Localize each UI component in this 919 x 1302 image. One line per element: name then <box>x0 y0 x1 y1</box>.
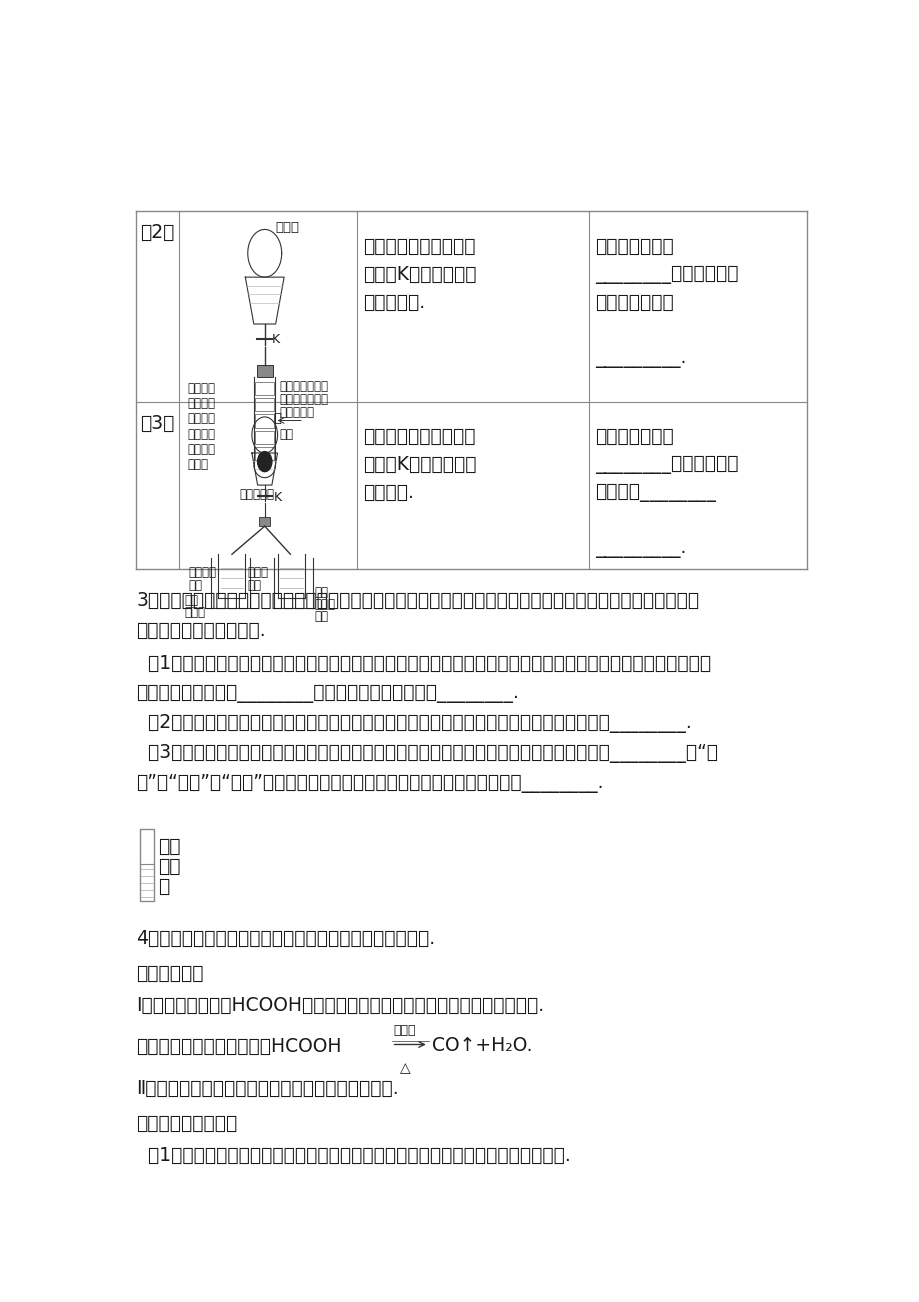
Bar <box>255 431 274 444</box>
Text: 的用紫色石蕊溦: 的用紫色石蕊溦 <box>278 393 328 406</box>
Text: 3．石灰水是中学化学最常用的试刑之一．下面是某探究小组三名同学分别对新制饱和澄清石灰水进行的一系列探: 3．石灰水是中学化学最常用的试刑之一．下面是某探究小组三名同学分别对新制饱和澄清… <box>136 591 698 611</box>
Text: 澄清: 澄清 <box>158 837 180 855</box>
Text: 的试纸: 的试纸 <box>187 457 209 470</box>
Text: （2）乙同学在一支试管内加入适量石灰水，再将试管稍加热．写出观察到的现象并分析原因________.: （2）乙同学在一支试管内加入适量石灰水，再将试管稍加热．写出观察到的现象并分析原… <box>136 713 691 733</box>
Text: 稀硫酸: 稀硫酸 <box>275 221 299 234</box>
Text: △: △ <box>400 1061 411 1075</box>
Circle shape <box>257 452 272 471</box>
Text: 试管内出现的现象为________，写出反应的化学方程式________.: 试管内出现的现象为________，写出反应的化学方程式________. <box>136 684 518 703</box>
Text: 大”、“变小”或“不变”，下同），冷却至原温度，溶液中溶质的质量分数将________.: 大”、“变小”或“不变”，下同），冷却至原温度，溶液中溶质的质量分数将_____… <box>136 773 603 793</box>
Text: 打开分液漏斗的玻璃塞: 打开分液漏斗的玻璃塞 <box>363 427 475 445</box>
Text: （3）: （3） <box>140 414 174 432</box>
Text: 氧化碳的性质是: 氧化碳的性质是 <box>595 293 673 311</box>
Text: ________，由此说明二: ________，由此说明二 <box>595 264 738 284</box>
Text: 过并晴干: 过并晴干 <box>187 443 215 456</box>
Bar <box>259 517 270 526</box>
Text: 和活塞K，将稀硫酸注: 和活塞K，将稀硫酸注 <box>363 264 476 284</box>
Text: （3）丙同学在一支试管内加入适量石灰水，再向试管中加入少量生石灰，溶液中水的质量将________（“变: （3）丙同学在一支试管内加入适量石灰水，再向试管中加入少量生石灰，溶液中水的质量… <box>136 743 718 763</box>
Text: 贴在小试: 贴在小试 <box>187 383 215 396</box>
Text: 碳酸钓固体: 碳酸钓固体 <box>240 488 275 501</box>
Text: 贴在小试管外壁: 贴在小试管外壁 <box>278 380 328 393</box>
Text: 字形管中.: 字形管中. <box>363 483 414 503</box>
Text: 石灰: 石灰 <box>158 857 180 876</box>
Text: 固体: 固体 <box>247 579 261 592</box>
Text: 【查阅资料】: 【查阅资料】 <box>136 965 204 983</box>
Text: 硒酸钒: 硒酸钒 <box>314 599 335 612</box>
Text: 石灰水: 石灰水 <box>184 607 205 620</box>
Text: 饱和: 饱和 <box>314 586 328 599</box>
Text: K: K <box>273 491 281 504</box>
Text: 蕊溶液浸: 蕊溶液浸 <box>187 427 215 440</box>
Text: 甲酸分解的化学方程式为：HCOOH: 甲酸分解的化学方程式为：HCOOH <box>136 1036 342 1056</box>
Text: K: K <box>272 333 279 346</box>
Text: 用紫色石: 用紫色石 <box>187 413 215 426</box>
Text: 管外壁的: 管外壁的 <box>187 397 215 410</box>
Text: 浓硫酸: 浓硫酸 <box>393 1025 415 1038</box>
Bar <box>255 414 274 427</box>
Text: 水: 水 <box>158 878 169 896</box>
Text: 观察到的现象是: 观察到的现象是 <box>595 237 673 255</box>
Text: 观察到的现象是: 观察到的现象是 <box>595 427 673 445</box>
Text: （2）: （2） <box>140 224 174 242</box>
Text: _________.: _________. <box>595 349 686 367</box>
Text: 固体: 固体 <box>188 579 202 592</box>
Text: 的原因是________: 的原因是________ <box>595 483 715 503</box>
Text: Ⅱ．铁与氯化铁溶液在常温下发生反应生成氯化亚铁.: Ⅱ．铁与氯化铁溶液在常温下发生反应生成氯化亚铁. <box>136 1078 399 1098</box>
Bar <box>255 447 274 460</box>
Text: （1）甲同学在一支试管内加入适量石灰水和几滴无色酟鷥溶液，再通入纯净的二氧化碳至石灰水恰好反应完全，: （1）甲同学在一支试管内加入适量石灰水和几滴无色酟鷥溶液，再通入纯净的二氧化碳至… <box>136 654 710 673</box>
Text: _________.: _________. <box>595 539 686 559</box>
Text: 4．课外小组同学在实验室进行一氧化碳还原氧化铁的实验.: 4．课外小组同学在实验室进行一氧化碳还原氧化铁的实验. <box>136 930 435 948</box>
Text: Ⅰ．常温下，甲酸（HCOOH）是无色易挥发的液体，在浓硫酸作用下易分解.: Ⅰ．常温下，甲酸（HCOOH）是无色易挥发的液体，在浓硫酸作用下易分解. <box>136 996 544 1016</box>
Text: 润湿的试纸: 润湿的试纸 <box>278 406 313 419</box>
Text: 入小试管中.: 入小试管中. <box>363 293 425 311</box>
Text: 水: 水 <box>273 411 281 424</box>
Text: 饱和: 饱和 <box>184 594 198 607</box>
Bar <box>140 829 154 901</box>
Text: 【实验设计及操作】: 【实验设计及操作】 <box>136 1113 237 1133</box>
Bar <box>255 383 274 396</box>
Text: 究实验，请回答下列问题.: 究实验，请回答下列问题. <box>136 621 266 641</box>
Text: 打开分液漏斗的玻璃塞: 打开分液漏斗的玻璃塞 <box>363 237 475 255</box>
Bar <box>256 366 272 378</box>
Text: 和活塞K，将水注入人: 和活塞K，将水注入人 <box>363 454 476 474</box>
Text: 硒酸镂: 硒酸镂 <box>247 566 268 579</box>
Text: 氮氧化钓: 氮氧化钓 <box>188 566 216 579</box>
Text: 小孔: 小孔 <box>278 427 292 440</box>
Text: CO↑+H₂O.: CO↑+H₂O. <box>432 1036 532 1056</box>
Text: 溶液: 溶液 <box>314 611 328 624</box>
Text: ________，出现此现象: ________，出现此现象 <box>595 454 738 474</box>
Text: （1）利用下列装置完成用纯净、干燥的一氧化碳还原氧化铁实验，并检验气态产物.: （1）利用下列装置完成用纯净、干燥的一氧化碳还原氧化铁实验，并检验气态产物. <box>136 1146 571 1165</box>
Bar <box>255 398 274 411</box>
